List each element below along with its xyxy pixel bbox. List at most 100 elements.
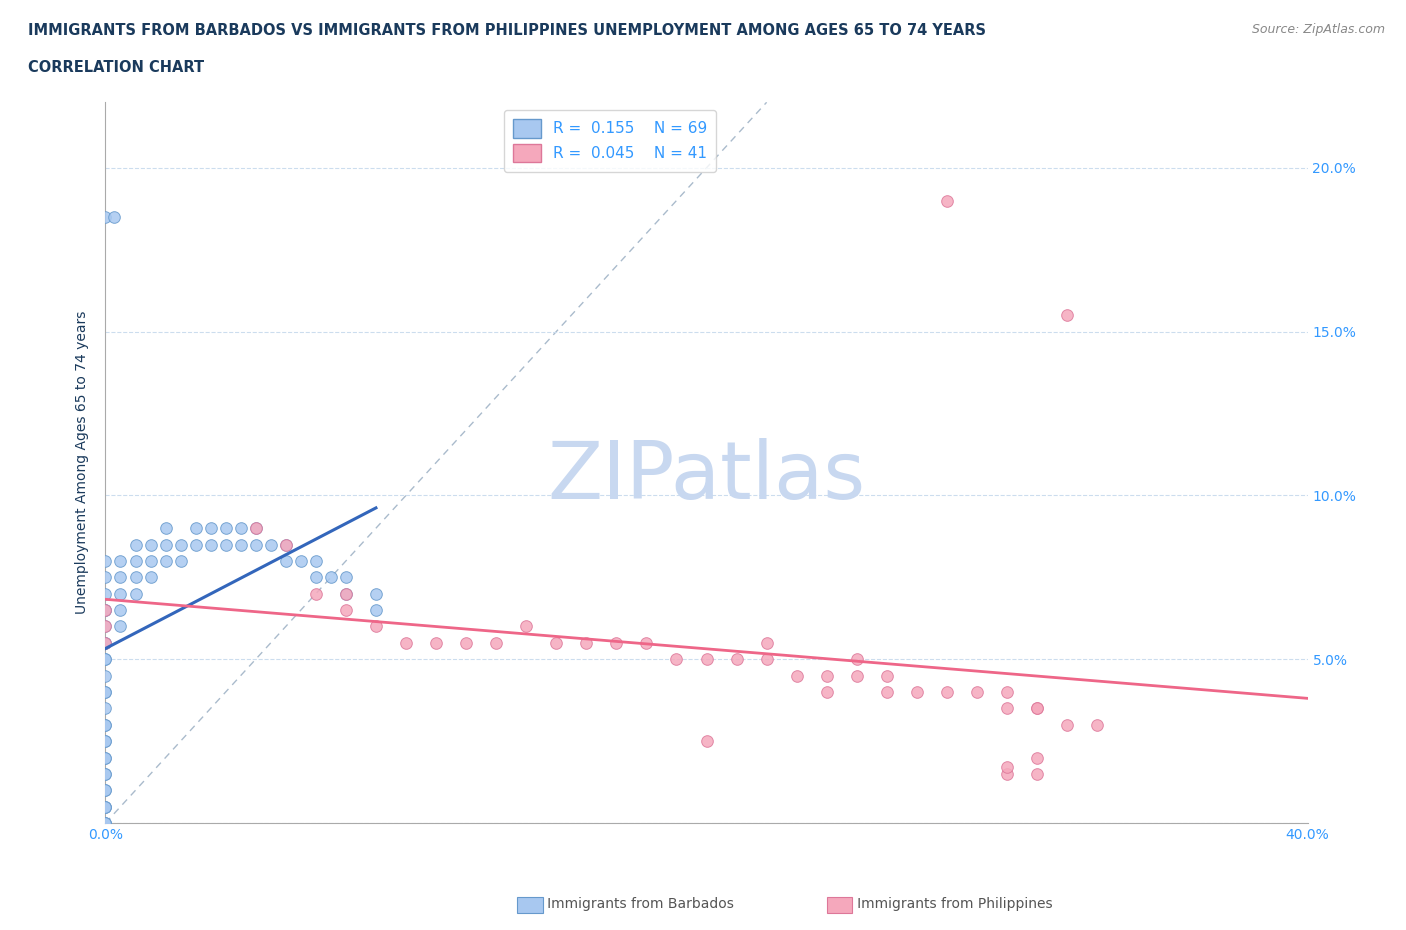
- Point: [1026, 751, 1049, 765]
- Point: [515, 619, 537, 634]
- Point: [936, 193, 959, 208]
- Point: [94, 799, 117, 814]
- Point: [335, 586, 357, 601]
- Point: [110, 570, 132, 585]
- Point: [110, 553, 132, 568]
- Point: [184, 521, 207, 536]
- Point: [94, 766, 117, 781]
- Point: [364, 619, 387, 634]
- Text: ZIPatlas: ZIPatlas: [547, 438, 866, 516]
- Point: [94, 734, 117, 749]
- Point: [454, 635, 477, 650]
- Point: [155, 553, 177, 568]
- Point: [696, 734, 718, 749]
- Point: [245, 521, 267, 536]
- Point: [364, 603, 387, 618]
- Point: [200, 538, 222, 552]
- Point: [229, 521, 252, 536]
- Point: [94, 766, 117, 781]
- Point: [485, 635, 508, 650]
- Point: [94, 751, 117, 765]
- Point: [966, 684, 988, 699]
- Point: [124, 570, 146, 585]
- Point: [124, 586, 146, 601]
- Point: [245, 538, 267, 552]
- Point: [725, 652, 748, 667]
- Point: [110, 619, 132, 634]
- Point: [214, 538, 236, 552]
- Point: [274, 538, 297, 552]
- Point: [169, 553, 191, 568]
- Point: [94, 603, 117, 618]
- Point: [214, 521, 236, 536]
- Point: [94, 734, 117, 749]
- Point: [260, 538, 283, 552]
- Point: [94, 619, 117, 634]
- Point: [94, 209, 117, 224]
- Point: [94, 668, 117, 683]
- Point: [184, 538, 207, 552]
- Text: Source: ZipAtlas.com: Source: ZipAtlas.com: [1251, 23, 1385, 36]
- Point: [94, 586, 117, 601]
- Point: [876, 668, 898, 683]
- Point: [94, 570, 117, 585]
- Point: [335, 570, 357, 585]
- Point: [94, 553, 117, 568]
- Point: [815, 684, 838, 699]
- Point: [139, 570, 162, 585]
- Point: [94, 816, 117, 830]
- Point: [845, 668, 868, 683]
- Point: [155, 521, 177, 536]
- Point: [845, 652, 868, 667]
- Point: [124, 553, 146, 568]
- Point: [103, 209, 125, 224]
- Point: [94, 816, 117, 830]
- Text: CORRELATION CHART: CORRELATION CHART: [28, 60, 204, 75]
- Point: [696, 652, 718, 667]
- Point: [110, 603, 132, 618]
- Point: [1056, 308, 1078, 323]
- Point: [305, 586, 328, 601]
- Point: [335, 586, 357, 601]
- Text: IMMIGRANTS FROM BARBADOS VS IMMIGRANTS FROM PHILIPPINES UNEMPLOYMENT AMONG AGES : IMMIGRANTS FROM BARBADOS VS IMMIGRANTS F…: [28, 23, 986, 38]
- Point: [305, 570, 328, 585]
- Point: [995, 701, 1018, 716]
- Point: [995, 760, 1018, 775]
- Point: [1026, 766, 1049, 781]
- Point: [636, 635, 658, 650]
- Point: [605, 635, 627, 650]
- Point: [319, 570, 342, 585]
- Point: [94, 799, 117, 814]
- Point: [110, 586, 132, 601]
- Point: [665, 652, 688, 667]
- Point: [94, 684, 117, 699]
- Point: [755, 652, 778, 667]
- Point: [94, 816, 117, 830]
- Point: [94, 799, 117, 814]
- Point: [425, 635, 447, 650]
- Point: [575, 635, 598, 650]
- Point: [94, 751, 117, 765]
- Point: [94, 783, 117, 798]
- Point: [94, 635, 117, 650]
- Point: [274, 553, 297, 568]
- Point: [364, 586, 387, 601]
- Point: [94, 652, 117, 667]
- Point: [94, 603, 117, 618]
- Point: [995, 684, 1018, 699]
- Point: [124, 538, 146, 552]
- Point: [245, 521, 267, 536]
- Point: [200, 521, 222, 536]
- Point: [169, 538, 191, 552]
- Point: [94, 619, 117, 634]
- Point: [229, 538, 252, 552]
- Point: [94, 635, 117, 650]
- Text: Immigrants from Barbados: Immigrants from Barbados: [534, 897, 734, 911]
- Point: [335, 603, 357, 618]
- Point: [274, 538, 297, 552]
- Legend: R =  0.155    N = 69, R =  0.045    N = 41: R = 0.155 N = 69, R = 0.045 N = 41: [505, 110, 717, 172]
- Point: [1026, 701, 1049, 716]
- Point: [1026, 701, 1049, 716]
- Point: [305, 553, 328, 568]
- Point: [1056, 717, 1078, 732]
